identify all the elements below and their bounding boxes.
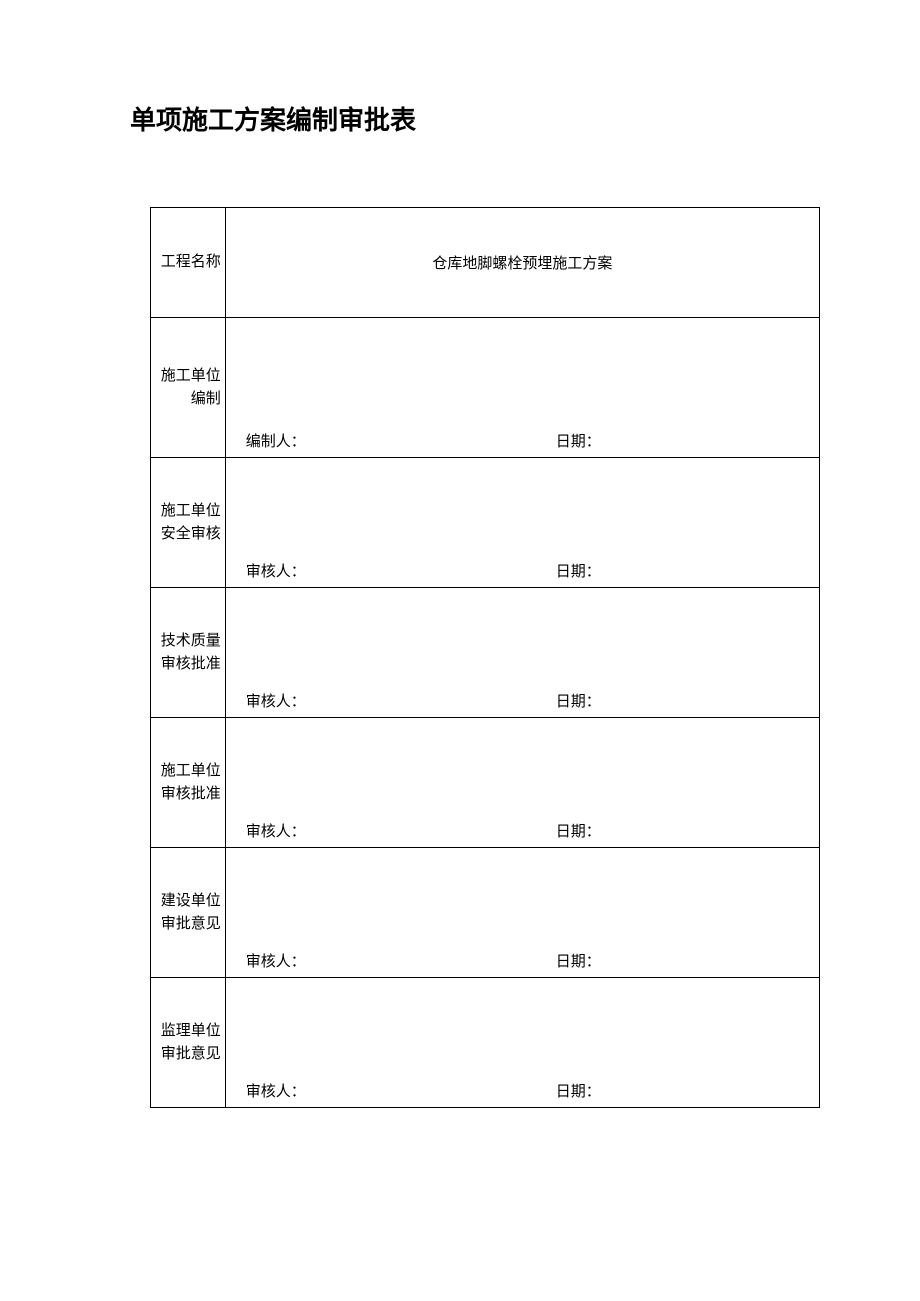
date-label: 日期： [556,950,601,971]
table-row: 工程名称 仓库地脚螺栓预埋施工方案 [151,208,820,318]
signature-cell: 审核人： 日期： [225,718,819,848]
label-line1: 监理单位 [161,1023,221,1039]
signer-label: 审核人： [246,950,556,971]
label-line1: 技术质量 [161,633,221,649]
table-row: 监理单位 审批意见 审核人： 日期： [151,978,820,1108]
label-line2: 审核批准 [161,656,221,672]
label-line1: 施工单位 [161,368,221,384]
row-label: 监理单位 审批意见 [151,978,226,1108]
row-value: 仓库地脚螺栓预埋施工方案 [225,208,819,318]
signature-cell: 审核人： 日期： [225,458,819,588]
signature-cell: 审核人： 日期： [225,978,819,1108]
row-label: 建设单位 审批意见 [151,848,226,978]
signer-label: 审核人： [246,560,556,581]
table-row: 建设单位 审批意见 审核人： 日期： [151,848,820,978]
label-line2: 编制 [191,391,221,407]
label-line1: 建设单位 [161,893,221,909]
label-line2: 审批意见 [161,916,221,932]
date-label: 日期： [556,820,601,841]
label-line1: 施工单位 [161,763,221,779]
row-label: 施工单位 审核批准 [151,718,226,848]
date-label: 日期： [556,430,601,451]
row-label: 技术质量 审核批准 [151,588,226,718]
table-row: 施工单位 编制 编制人： 日期： [151,318,820,458]
row-label: 施工单位 编制 [151,318,226,458]
signature-cell: 编制人： 日期： [225,318,819,458]
row-label: 工程名称 [151,208,226,318]
table-row: 施工单位 审核批准 审核人： 日期： [151,718,820,848]
label-line2: 审核批准 [161,786,221,802]
row-label: 施工单位 安全审核 [151,458,226,588]
signer-label: 审核人： [246,1080,556,1101]
label-line1: 施工单位 [161,503,221,519]
signature-cell: 审核人： 日期： [225,588,819,718]
document-title: 单项施工方案编制审批表 [130,100,800,137]
signer-label: 编制人： [246,430,556,451]
table-row: 施工单位 安全审核 审核人： 日期： [151,458,820,588]
date-label: 日期： [556,560,601,581]
date-label: 日期： [556,1080,601,1101]
signer-label: 审核人： [246,690,556,711]
signature-cell: 审核人： 日期： [225,848,819,978]
date-label: 日期： [556,690,601,711]
label-line2: 安全审核 [161,526,221,542]
approval-table: 工程名称 仓库地脚螺栓预埋施工方案 施工单位 编制 编制人： 日期： 施工单位 … [150,207,820,1108]
signer-label: 审核人： [246,820,556,841]
table-row: 技术质量 审核批准 审核人： 日期： [151,588,820,718]
label-line2: 审批意见 [161,1046,221,1062]
